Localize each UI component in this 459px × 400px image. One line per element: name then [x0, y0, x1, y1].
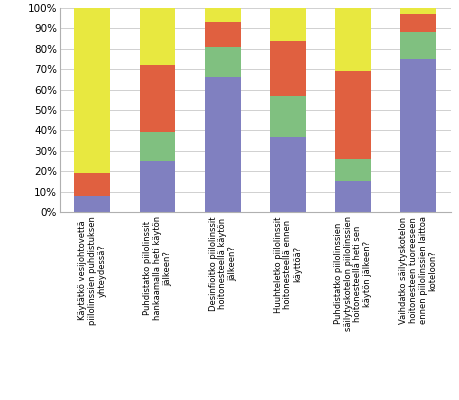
Bar — [399, 8, 435, 14]
Bar — [204, 47, 240, 77]
Bar — [204, 77, 240, 212]
Bar — [269, 8, 305, 41]
Bar — [335, 8, 370, 71]
Bar — [204, 8, 240, 22]
Bar — [74, 173, 110, 196]
Bar — [74, 196, 110, 212]
Bar — [74, 8, 110, 173]
Bar — [140, 161, 175, 212]
Bar — [140, 8, 175, 65]
Bar — [335, 159, 370, 182]
Bar — [399, 14, 435, 32]
Bar — [140, 65, 175, 132]
Bar — [269, 96, 305, 136]
Bar — [269, 136, 305, 212]
Bar — [204, 22, 240, 47]
Bar — [399, 59, 435, 212]
Bar — [399, 32, 435, 59]
Bar — [335, 182, 370, 212]
Bar — [335, 71, 370, 159]
Bar — [269, 41, 305, 96]
Bar — [140, 132, 175, 161]
